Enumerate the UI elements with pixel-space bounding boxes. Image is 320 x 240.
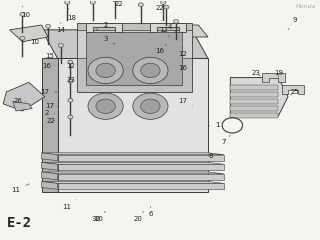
Circle shape [96, 99, 115, 114]
Bar [77, 23, 192, 92]
Polygon shape [42, 162, 58, 170]
Text: 17: 17 [40, 89, 58, 95]
Circle shape [141, 63, 160, 78]
Circle shape [164, 5, 169, 9]
Text: 15: 15 [45, 53, 58, 59]
Text: 20: 20 [133, 211, 144, 222]
Text: 23: 23 [252, 70, 260, 76]
Text: 30: 30 [92, 211, 106, 222]
Circle shape [113, 0, 118, 2]
Polygon shape [42, 172, 58, 180]
Circle shape [58, 43, 63, 47]
Polygon shape [42, 181, 58, 189]
Polygon shape [150, 23, 186, 32]
Text: 2: 2 [44, 110, 55, 116]
Circle shape [96, 63, 115, 78]
Polygon shape [230, 99, 278, 104]
Polygon shape [42, 59, 58, 192]
Polygon shape [282, 85, 304, 94]
Text: 26: 26 [13, 98, 26, 104]
Polygon shape [10, 25, 48, 42]
Polygon shape [58, 59, 208, 192]
Text: 2: 2 [96, 22, 108, 30]
Circle shape [173, 19, 179, 23]
Text: 10: 10 [22, 39, 40, 45]
Text: E-2: E-2 [6, 216, 32, 230]
Polygon shape [42, 172, 224, 174]
Text: 22: 22 [156, 5, 164, 11]
Text: 10: 10 [21, 6, 30, 18]
Circle shape [133, 93, 168, 119]
Text: 16: 16 [178, 61, 187, 71]
Circle shape [133, 57, 168, 84]
Polygon shape [86, 23, 122, 32]
Bar [77, 30, 192, 59]
Text: 12: 12 [66, 63, 75, 73]
Polygon shape [230, 92, 278, 97]
Text: 14: 14 [56, 23, 65, 33]
Text: 1: 1 [208, 122, 220, 128]
Polygon shape [166, 25, 208, 37]
Polygon shape [230, 85, 278, 90]
Polygon shape [3, 82, 45, 111]
Circle shape [90, 0, 95, 4]
Text: 9: 9 [288, 17, 297, 30]
Polygon shape [230, 114, 278, 118]
Text: 6: 6 [148, 207, 153, 217]
Polygon shape [42, 153, 58, 161]
Polygon shape [230, 78, 288, 116]
Circle shape [88, 57, 123, 84]
Text: 19: 19 [274, 70, 283, 78]
Circle shape [141, 99, 160, 114]
Polygon shape [42, 162, 224, 164]
Text: Honda: Honda [296, 4, 317, 9]
Bar [86, 32, 182, 85]
Polygon shape [42, 153, 224, 155]
Text: 7: 7 [222, 135, 230, 145]
Text: 17: 17 [45, 103, 58, 109]
Polygon shape [58, 155, 224, 161]
Text: 22: 22 [47, 118, 56, 124]
Circle shape [45, 24, 51, 28]
Polygon shape [58, 174, 224, 180]
Text: 12: 12 [159, 27, 170, 37]
Circle shape [20, 36, 25, 40]
Polygon shape [230, 106, 278, 111]
Circle shape [20, 12, 25, 16]
Text: 11: 11 [63, 199, 77, 210]
Text: 13: 13 [66, 77, 75, 85]
Polygon shape [262, 73, 285, 82]
Circle shape [65, 0, 70, 4]
Text: 25: 25 [290, 89, 299, 95]
Text: 11: 11 [12, 184, 29, 193]
Circle shape [88, 93, 123, 119]
Text: 3: 3 [103, 36, 115, 44]
Circle shape [68, 79, 73, 83]
Polygon shape [42, 181, 224, 183]
Text: 16: 16 [156, 44, 166, 54]
Circle shape [68, 60, 73, 64]
Text: 22: 22 [114, 0, 123, 6]
Text: 8: 8 [209, 151, 219, 159]
Text: 4: 4 [167, 24, 176, 32]
Polygon shape [58, 164, 224, 170]
Text: 16: 16 [42, 63, 54, 69]
Circle shape [138, 3, 143, 7]
Circle shape [68, 115, 73, 119]
Polygon shape [42, 30, 208, 59]
Text: 17: 17 [178, 98, 193, 105]
Polygon shape [58, 183, 224, 189]
Circle shape [68, 98, 73, 102]
Text: 20: 20 [95, 211, 106, 222]
Circle shape [161, 0, 166, 4]
Text: 18: 18 [68, 8, 76, 21]
Text: 12: 12 [178, 47, 187, 57]
Polygon shape [13, 102, 32, 111]
